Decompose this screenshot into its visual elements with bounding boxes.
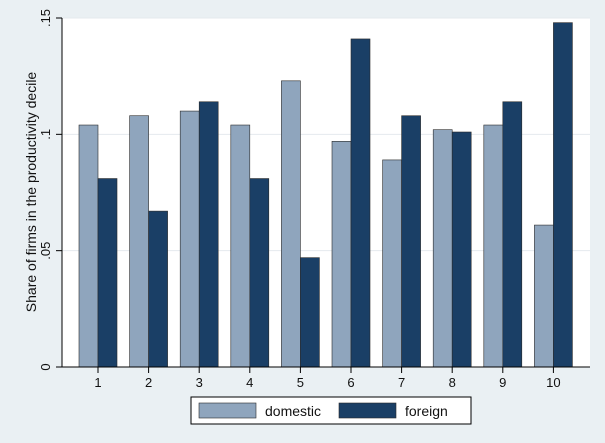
bar-domestic-8 bbox=[432, 129, 453, 368]
legend: domestic foreign bbox=[190, 396, 472, 425]
x-tick-label: 4 bbox=[246, 375, 253, 390]
bar-foreign-6 bbox=[350, 38, 371, 368]
legend-label-domestic: domestic bbox=[265, 403, 321, 419]
x-tick-label: 5 bbox=[297, 375, 304, 390]
bar-domestic-9 bbox=[483, 124, 504, 368]
legend-label-foreign: foreign bbox=[405, 403, 448, 419]
x-tick-label: 9 bbox=[499, 375, 506, 390]
axes: 0 .05 .1 .15 1 2 3 4 5 6 7 8 9 10 bbox=[38, 9, 590, 390]
bar-domestic-5 bbox=[281, 80, 301, 368]
bar-foreign-3 bbox=[198, 101, 219, 368]
bar-foreign-9 bbox=[502, 101, 523, 368]
legend-swatch-domestic bbox=[198, 402, 257, 419]
legend-swatch-foreign bbox=[338, 402, 397, 419]
x-tick-label: 3 bbox=[196, 375, 203, 390]
x-tick-label: 8 bbox=[449, 375, 456, 390]
bar-domestic-4 bbox=[230, 124, 251, 368]
y-tick-label: .05 bbox=[38, 242, 53, 260]
x-tick-label: 6 bbox=[347, 375, 354, 390]
bar-domestic-3 bbox=[179, 110, 200, 368]
bar-domestic-7 bbox=[382, 159, 402, 368]
bars bbox=[78, 22, 573, 368]
y-axis-title: Share of firms in the productivity decil… bbox=[23, 72, 39, 313]
bar-domestic-6 bbox=[331, 141, 352, 368]
bar-foreign-10 bbox=[553, 22, 573, 368]
y-tick-label: 0 bbox=[38, 363, 53, 370]
bar-foreign-8 bbox=[451, 131, 472, 368]
bar-domestic-10 bbox=[534, 224, 554, 368]
y-tick-label: .1 bbox=[38, 129, 53, 140]
x-tick-label: 2 bbox=[145, 375, 152, 390]
x-tick-label: 1 bbox=[94, 375, 101, 390]
x-tick-label: 7 bbox=[398, 375, 405, 390]
y-tick-label: .15 bbox=[38, 9, 53, 27]
bar-domestic-1 bbox=[78, 124, 99, 368]
x-tick-label: 10 bbox=[546, 375, 560, 390]
bar-foreign-7 bbox=[401, 115, 421, 368]
bar-foreign-1 bbox=[97, 178, 118, 368]
bar-foreign-4 bbox=[249, 178, 270, 368]
bar-foreign-5 bbox=[300, 257, 320, 368]
bar-foreign-2 bbox=[148, 210, 168, 368]
bar-domestic-2 bbox=[129, 115, 149, 368]
